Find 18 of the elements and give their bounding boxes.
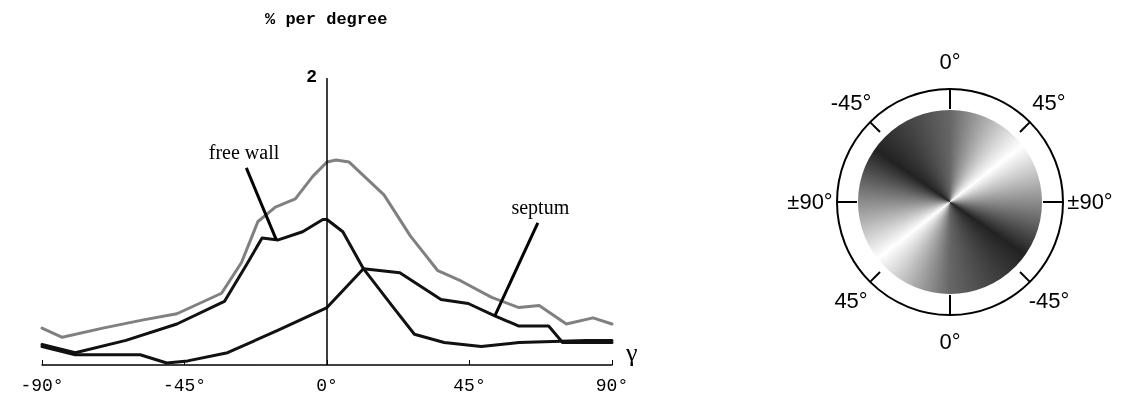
x-tick-label: 45° xyxy=(453,376,486,396)
chart-title: % per degree xyxy=(265,10,388,29)
x-tick-label: -90° xyxy=(20,376,64,396)
text: ±90° xyxy=(786,189,834,215)
annotation: septum xyxy=(511,196,570,220)
x-tick-label: 0° xyxy=(316,376,338,396)
annotation: free wall xyxy=(208,141,280,164)
x-tick-label: 90° xyxy=(595,376,629,396)
text: ±90° xyxy=(1066,189,1114,215)
text: -45° xyxy=(829,90,873,116)
x-axis-title: γ xyxy=(625,337,638,367)
text: 2 xyxy=(306,67,317,87)
text: -45° xyxy=(1027,287,1071,314)
text: 45° xyxy=(833,287,869,314)
x-tick-label: -45° xyxy=(162,376,207,396)
text: 45° xyxy=(1031,90,1067,116)
text: 0° xyxy=(938,329,962,355)
text: 0° xyxy=(938,49,962,75)
